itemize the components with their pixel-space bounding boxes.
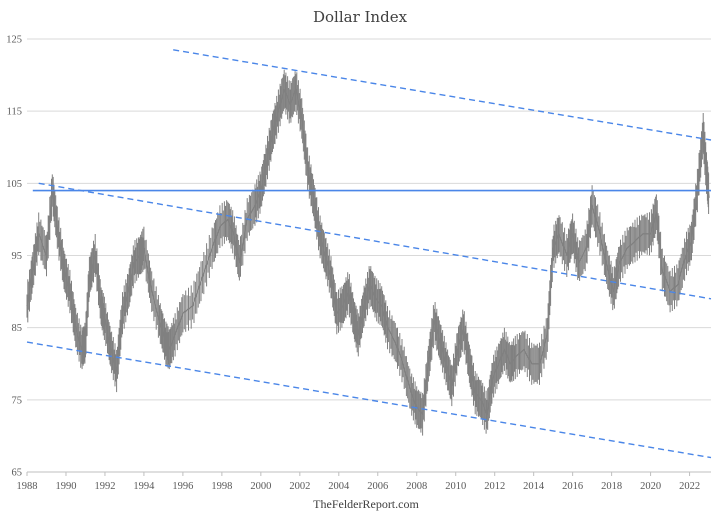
x-tick-label: 2000 [250, 481, 271, 492]
x-tick-label: 2006 [367, 481, 388, 492]
x-tick-label: 2008 [406, 481, 427, 492]
y-axis: 65 75 85 95 105 115 125 [6, 35, 22, 479]
x-tick-label: 1988 [17, 481, 38, 492]
plot-area [26, 49, 712, 459]
y-tick-label: 65 [12, 468, 23, 479]
price-line [26, 88, 710, 415]
x-tick-label: 2022 [679, 481, 700, 492]
y-tick-label: 85 [12, 323, 23, 334]
x-tick-label: 2018 [601, 481, 622, 492]
price-range-bars [26, 69, 710, 436]
x-tick-label: 1992 [94, 481, 115, 492]
x-tick-label: 2014 [523, 481, 545, 492]
y-tick-label: 115 [7, 107, 22, 118]
trend-channel-line-3 [38, 182, 712, 300]
chart-title: Dollar Index [313, 8, 408, 26]
x-tick-label: 2002 [289, 481, 310, 492]
y-tick-label: 75 [12, 395, 23, 406]
x-tick-label: 1998 [211, 481, 232, 492]
y-tick-label: 95 [12, 251, 23, 262]
trend-channel-line-2 [173, 49, 712, 141]
x-tick-label: 2010 [445, 481, 466, 492]
x-tick-label: 2004 [328, 481, 350, 492]
x-tick-label: 1994 [133, 481, 155, 492]
x-tick-label: 1990 [55, 481, 76, 492]
gridlines [27, 38, 711, 473]
source-credit: TheFelderReport.com [313, 497, 419, 511]
y-tick-label: 125 [6, 35, 22, 46]
x-tick-label: 2016 [562, 481, 583, 492]
trend-channel-line-4 [26, 341, 712, 459]
x-tick-label: 1996 [172, 481, 193, 492]
x-axis: 1988 1990 1992 1994 1996 1998 2000 2002 2004 2006… [17, 472, 700, 492]
x-tick-label: 2012 [484, 481, 505, 492]
x-tick-label: 2020 [640, 481, 661, 492]
y-tick-label: 105 [6, 179, 22, 190]
